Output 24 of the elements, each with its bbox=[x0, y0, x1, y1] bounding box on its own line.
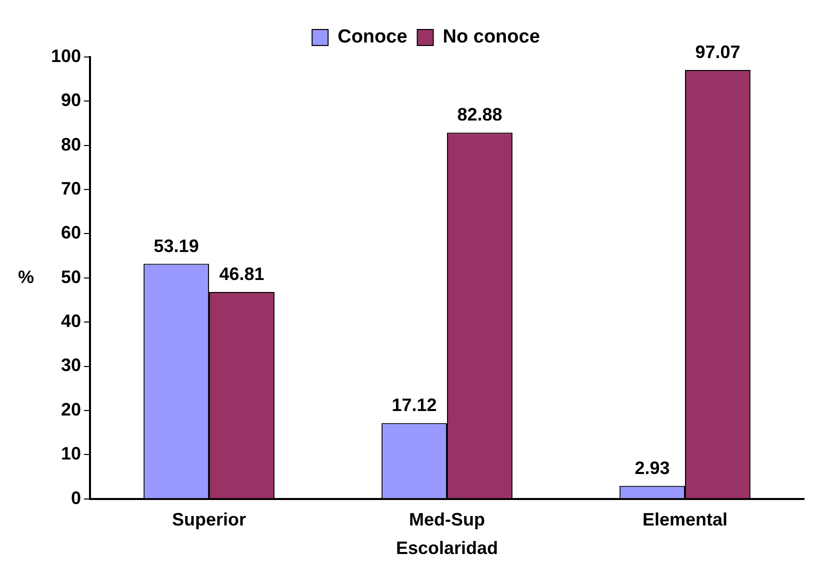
y-tick-label: 100 bbox=[50, 46, 82, 66]
x-tick-label: Elemental bbox=[642, 510, 728, 530]
y-tick-label: 20 bbox=[61, 399, 82, 420]
y-tick-label: 30 bbox=[61, 355, 82, 376]
data-label: 17.12 bbox=[392, 395, 437, 416]
data-label: 97.07 bbox=[695, 42, 740, 62]
data-label: 53.19 bbox=[154, 236, 199, 256]
data-label: 2.93 bbox=[634, 458, 670, 478]
y-tick-label: 80 bbox=[61, 134, 82, 154]
x-tick-label: Med-Sup bbox=[409, 510, 486, 530]
x-axis-title: Escolaridad bbox=[396, 538, 498, 558]
y-tick-label: 0 bbox=[71, 488, 82, 508]
y-tick-label: 40 bbox=[61, 311, 82, 332]
y-axis-title: % bbox=[18, 266, 34, 287]
data-label: 82.88 bbox=[457, 104, 502, 125]
y-tick-label: 90 bbox=[61, 90, 82, 110]
y-tick-label: 50 bbox=[61, 266, 82, 287]
data-label: 46.81 bbox=[219, 264, 264, 284]
y-tick-label: 70 bbox=[61, 178, 82, 199]
y-tick-label: 60 bbox=[61, 222, 82, 243]
x-tick-label: Superior bbox=[172, 510, 246, 530]
legend-label: No conoce bbox=[442, 26, 540, 48]
legend-label: Conoce bbox=[338, 26, 408, 48]
y-tick-label: 10 bbox=[61, 444, 82, 464]
